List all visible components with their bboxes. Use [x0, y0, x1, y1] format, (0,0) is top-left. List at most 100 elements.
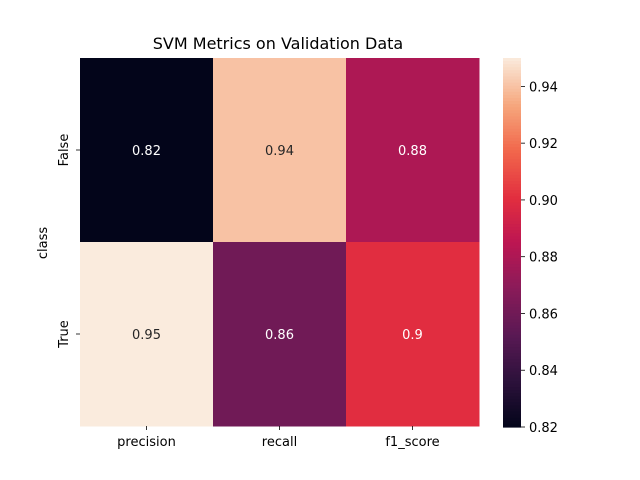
colorbar-strip — [503, 202, 521, 207]
colorbar-strip — [503, 254, 521, 259]
cell-value-label: 0.9 — [402, 328, 423, 343]
colorbar-strip — [503, 128, 521, 133]
y-axis-label: class — [36, 227, 51, 259]
colorbar-strip — [503, 248, 521, 253]
colorbar-strip — [503, 168, 521, 173]
cell-value-label: 0.94 — [265, 144, 294, 159]
colorbar-strip — [503, 220, 521, 225]
colorbar-strip — [503, 374, 521, 379]
x-tick-label: recall — [262, 435, 297, 450]
colorbar-strip — [503, 144, 521, 148]
colorbar-strip — [503, 137, 521, 142]
colorbar-strip — [503, 177, 521, 182]
colorbar-strip — [503, 337, 521, 342]
colorbar-strip — [503, 316, 521, 320]
colorbar-strip — [503, 276, 521, 280]
heatmap-cell-True-precision — [80, 242, 214, 427]
colorbar-strip — [503, 184, 521, 188]
colorbar-strip — [503, 402, 521, 407]
colorbar-strip — [503, 347, 521, 351]
colorbar-strip — [503, 242, 521, 247]
colorbar-strip — [503, 88, 521, 93]
heatmap-cell-True-f1_score — [346, 242, 480, 427]
colorbar-strip — [503, 334, 521, 339]
colorbar-strip — [503, 159, 521, 164]
colorbar-strip — [503, 368, 521, 373]
colorbar-strip — [503, 279, 521, 284]
colorbar-strip — [503, 377, 521, 382]
colorbar-strip — [503, 300, 521, 305]
chart-title: SVM Metrics on Validation Data — [153, 34, 403, 53]
colorbar-strip — [503, 116, 521, 121]
colorbar-strip — [503, 104, 521, 108]
colorbar-strip — [503, 359, 521, 364]
colorbar-strip — [503, 61, 521, 65]
colorbar-strip — [503, 82, 521, 87]
colorbar-strip — [503, 101, 521, 105]
colorbar-strip — [503, 58, 521, 62]
colorbar-strip — [503, 319, 521, 324]
heatmap-cell-labels: 0.82 0.94 0.88 0.95 0.86 0.9 — [132, 144, 427, 343]
colorbar-strip — [503, 270, 521, 274]
colorbar-strip — [503, 257, 521, 262]
colorbar-strip — [503, 294, 521, 299]
colorbar-strip — [503, 396, 521, 400]
colorbar-strip — [503, 371, 521, 376]
x-tick-label: f1_score — [385, 435, 439, 450]
colorbar-strip — [503, 350, 521, 354]
colorbar-strip — [503, 365, 521, 370]
colorbar-strip — [503, 291, 521, 296]
colorbar-strip — [503, 196, 521, 201]
colorbar-strip — [503, 356, 521, 360]
colorbar-strip — [503, 125, 521, 130]
colorbar-strip — [503, 411, 521, 416]
colorbar-strip — [503, 199, 521, 204]
colorbar-strip — [503, 417, 521, 422]
colorbar-strip — [503, 383, 521, 388]
colorbar-strip — [503, 414, 521, 419]
colorbar-tick-label: 0.94 — [529, 80, 558, 95]
colorbar-tick-label: 0.88 — [529, 251, 558, 266]
colorbar-strip — [503, 233, 521, 237]
colorbar-strip — [503, 119, 521, 124]
colorbar-strip — [503, 97, 521, 102]
colorbar-strip — [503, 264, 521, 268]
colorbar-strip — [503, 325, 521, 330]
colorbar-strip — [503, 205, 521, 210]
colorbar-strip — [503, 79, 521, 84]
colorbar-tick-label: 0.90 — [529, 194, 558, 209]
colorbar — [503, 58, 521, 428]
colorbar-strip — [503, 399, 521, 403]
colorbar-strip — [503, 260, 521, 265]
colorbar-strip — [503, 67, 521, 71]
colorbar-strip — [503, 141, 521, 145]
colorbar-strip — [503, 230, 521, 234]
colorbar-strip — [503, 362, 521, 367]
heatmap-cells — [80, 58, 480, 427]
colorbar-tick-label: 0.92 — [529, 137, 558, 152]
colorbar-strip — [503, 64, 521, 68]
colorbar-strip — [503, 387, 521, 391]
colorbar-strip — [503, 190, 521, 194]
colorbar-strip — [503, 214, 521, 219]
colorbar-strip — [503, 147, 521, 151]
y-axis-ticks: False True — [57, 134, 80, 349]
colorbar-strip — [503, 331, 521, 336]
heatmap-cell-False-recall — [213, 58, 347, 243]
colorbar-strip — [503, 236, 521, 241]
heatmap-cell-False-precision — [80, 58, 214, 243]
colorbar-strip — [503, 420, 521, 425]
colorbar-strip — [503, 282, 521, 287]
colorbar-strip — [503, 134, 521, 139]
colorbar-strip — [503, 211, 521, 216]
colorbar-strip — [503, 224, 521, 228]
colorbar-strip — [503, 322, 521, 327]
x-axis-ticks: precision recall f1_score — [117, 426, 440, 450]
colorbar-strip — [503, 251, 521, 256]
cell-value-label: 0.86 — [265, 328, 294, 343]
colorbar-strip — [503, 156, 521, 161]
colorbar-strip — [503, 85, 521, 90]
colorbar-strip — [503, 217, 521, 222]
colorbar-strip — [503, 267, 521, 271]
